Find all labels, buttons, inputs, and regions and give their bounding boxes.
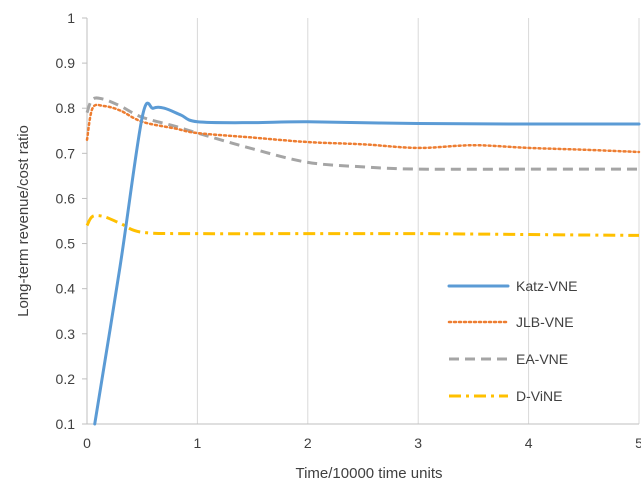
legend-label-d-vine: D-ViNE [516, 388, 562, 404]
y-tick-label: 0.6 [56, 190, 76, 206]
y-tick-label: 0.7 [56, 145, 76, 161]
y-tick-label: 0.8 [56, 100, 76, 116]
series-line-ea-vne [85, 96, 640, 171]
legend-label-ea-vne: EA-VNE [516, 351, 568, 367]
x-tick-label: 3 [414, 435, 422, 451]
x-tick-label: 1 [194, 435, 202, 451]
x-tick-label: 0 [83, 435, 91, 451]
x-axis-title: Time/10000 time units [295, 465, 442, 482]
y-tick-label: 0.3 [56, 326, 76, 342]
series-line-d-vine [85, 214, 640, 237]
y-tick-label: 0.9 [56, 55, 76, 71]
y-tick-label: 0.1 [56, 416, 76, 432]
series-line-jlb-vne [85, 103, 641, 154]
y-tick-label: 0.5 [56, 236, 76, 252]
x-tick-label: 2 [304, 435, 312, 451]
y-tick-label: 1 [67, 10, 75, 26]
x-tick-label: 5 [635, 435, 641, 451]
x-tick-label: 4 [525, 435, 533, 451]
series-line-katz-vne [93, 101, 641, 426]
legend-label-katz-vne: Katz-VNE [516, 278, 577, 294]
legend-label-jlb-vne: JLB-VNE [516, 314, 574, 330]
y-axis-title: Long-term revenue/cost ratio [15, 125, 32, 317]
y-tick-label: 0.2 [56, 371, 76, 387]
y-tick-label: 0.4 [56, 281, 76, 297]
